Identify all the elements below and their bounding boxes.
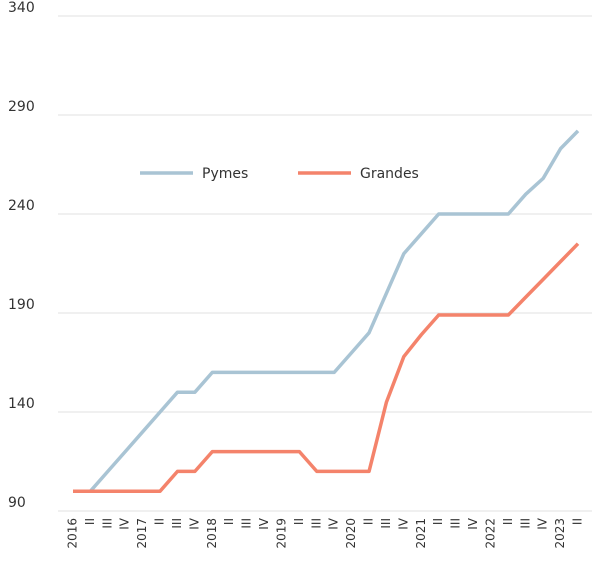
x-tick-label: II	[501, 518, 515, 525]
x-tick-label: 2019	[274, 518, 288, 549]
x-tick-label: II	[153, 518, 167, 525]
x-tick-label: II	[431, 518, 445, 525]
x-tick-label: II	[571, 518, 585, 525]
x-tick-label: III	[309, 518, 323, 529]
x-tick-label: III	[518, 518, 532, 529]
series-line	[73, 129, 580, 493]
x-tick-label: II	[222, 518, 236, 525]
x-tick-label: II	[292, 518, 306, 525]
series-line	[73, 242, 580, 493]
y-tick-label: 190	[8, 297, 35, 313]
x-tick-label: IV	[327, 517, 341, 530]
x-tick-label: IV	[396, 517, 410, 530]
x-tick-label: IV	[257, 517, 271, 530]
y-tick-label: 90	[8, 495, 26, 511]
x-tick-label: IV	[466, 517, 480, 530]
legend-label: Pymes	[202, 166, 248, 182]
x-tick-label: 2021	[414, 518, 428, 549]
x-tick-label: 2022	[483, 518, 497, 549]
x-tick-label: IV	[118, 517, 132, 530]
y-tick-label: 240	[8, 198, 35, 214]
x-tick-label: 2018	[205, 518, 219, 549]
x-tick-label: II	[83, 518, 97, 525]
x-tick-label: III	[100, 518, 114, 529]
x-tick-label: II	[362, 518, 376, 525]
x-tick-label: III	[449, 518, 463, 529]
y-tick-label: 290	[8, 99, 35, 115]
y-tick-label: 140	[8, 396, 35, 412]
x-tick-label: 2020	[344, 518, 358, 549]
legend-label: Grandes	[360, 166, 419, 182]
x-tick-label: 2017	[135, 518, 149, 549]
x-tick-label: IV	[536, 517, 550, 530]
x-tick-label: III	[170, 518, 184, 529]
x-tick-label: III	[240, 518, 254, 529]
y-tick-label: 340	[8, 0, 35, 16]
x-tick-label: 2016	[66, 518, 80, 549]
x-tick-label: III	[379, 518, 393, 529]
x-tick-label: IV	[187, 517, 201, 530]
x-tick-label: 2023	[553, 518, 567, 549]
